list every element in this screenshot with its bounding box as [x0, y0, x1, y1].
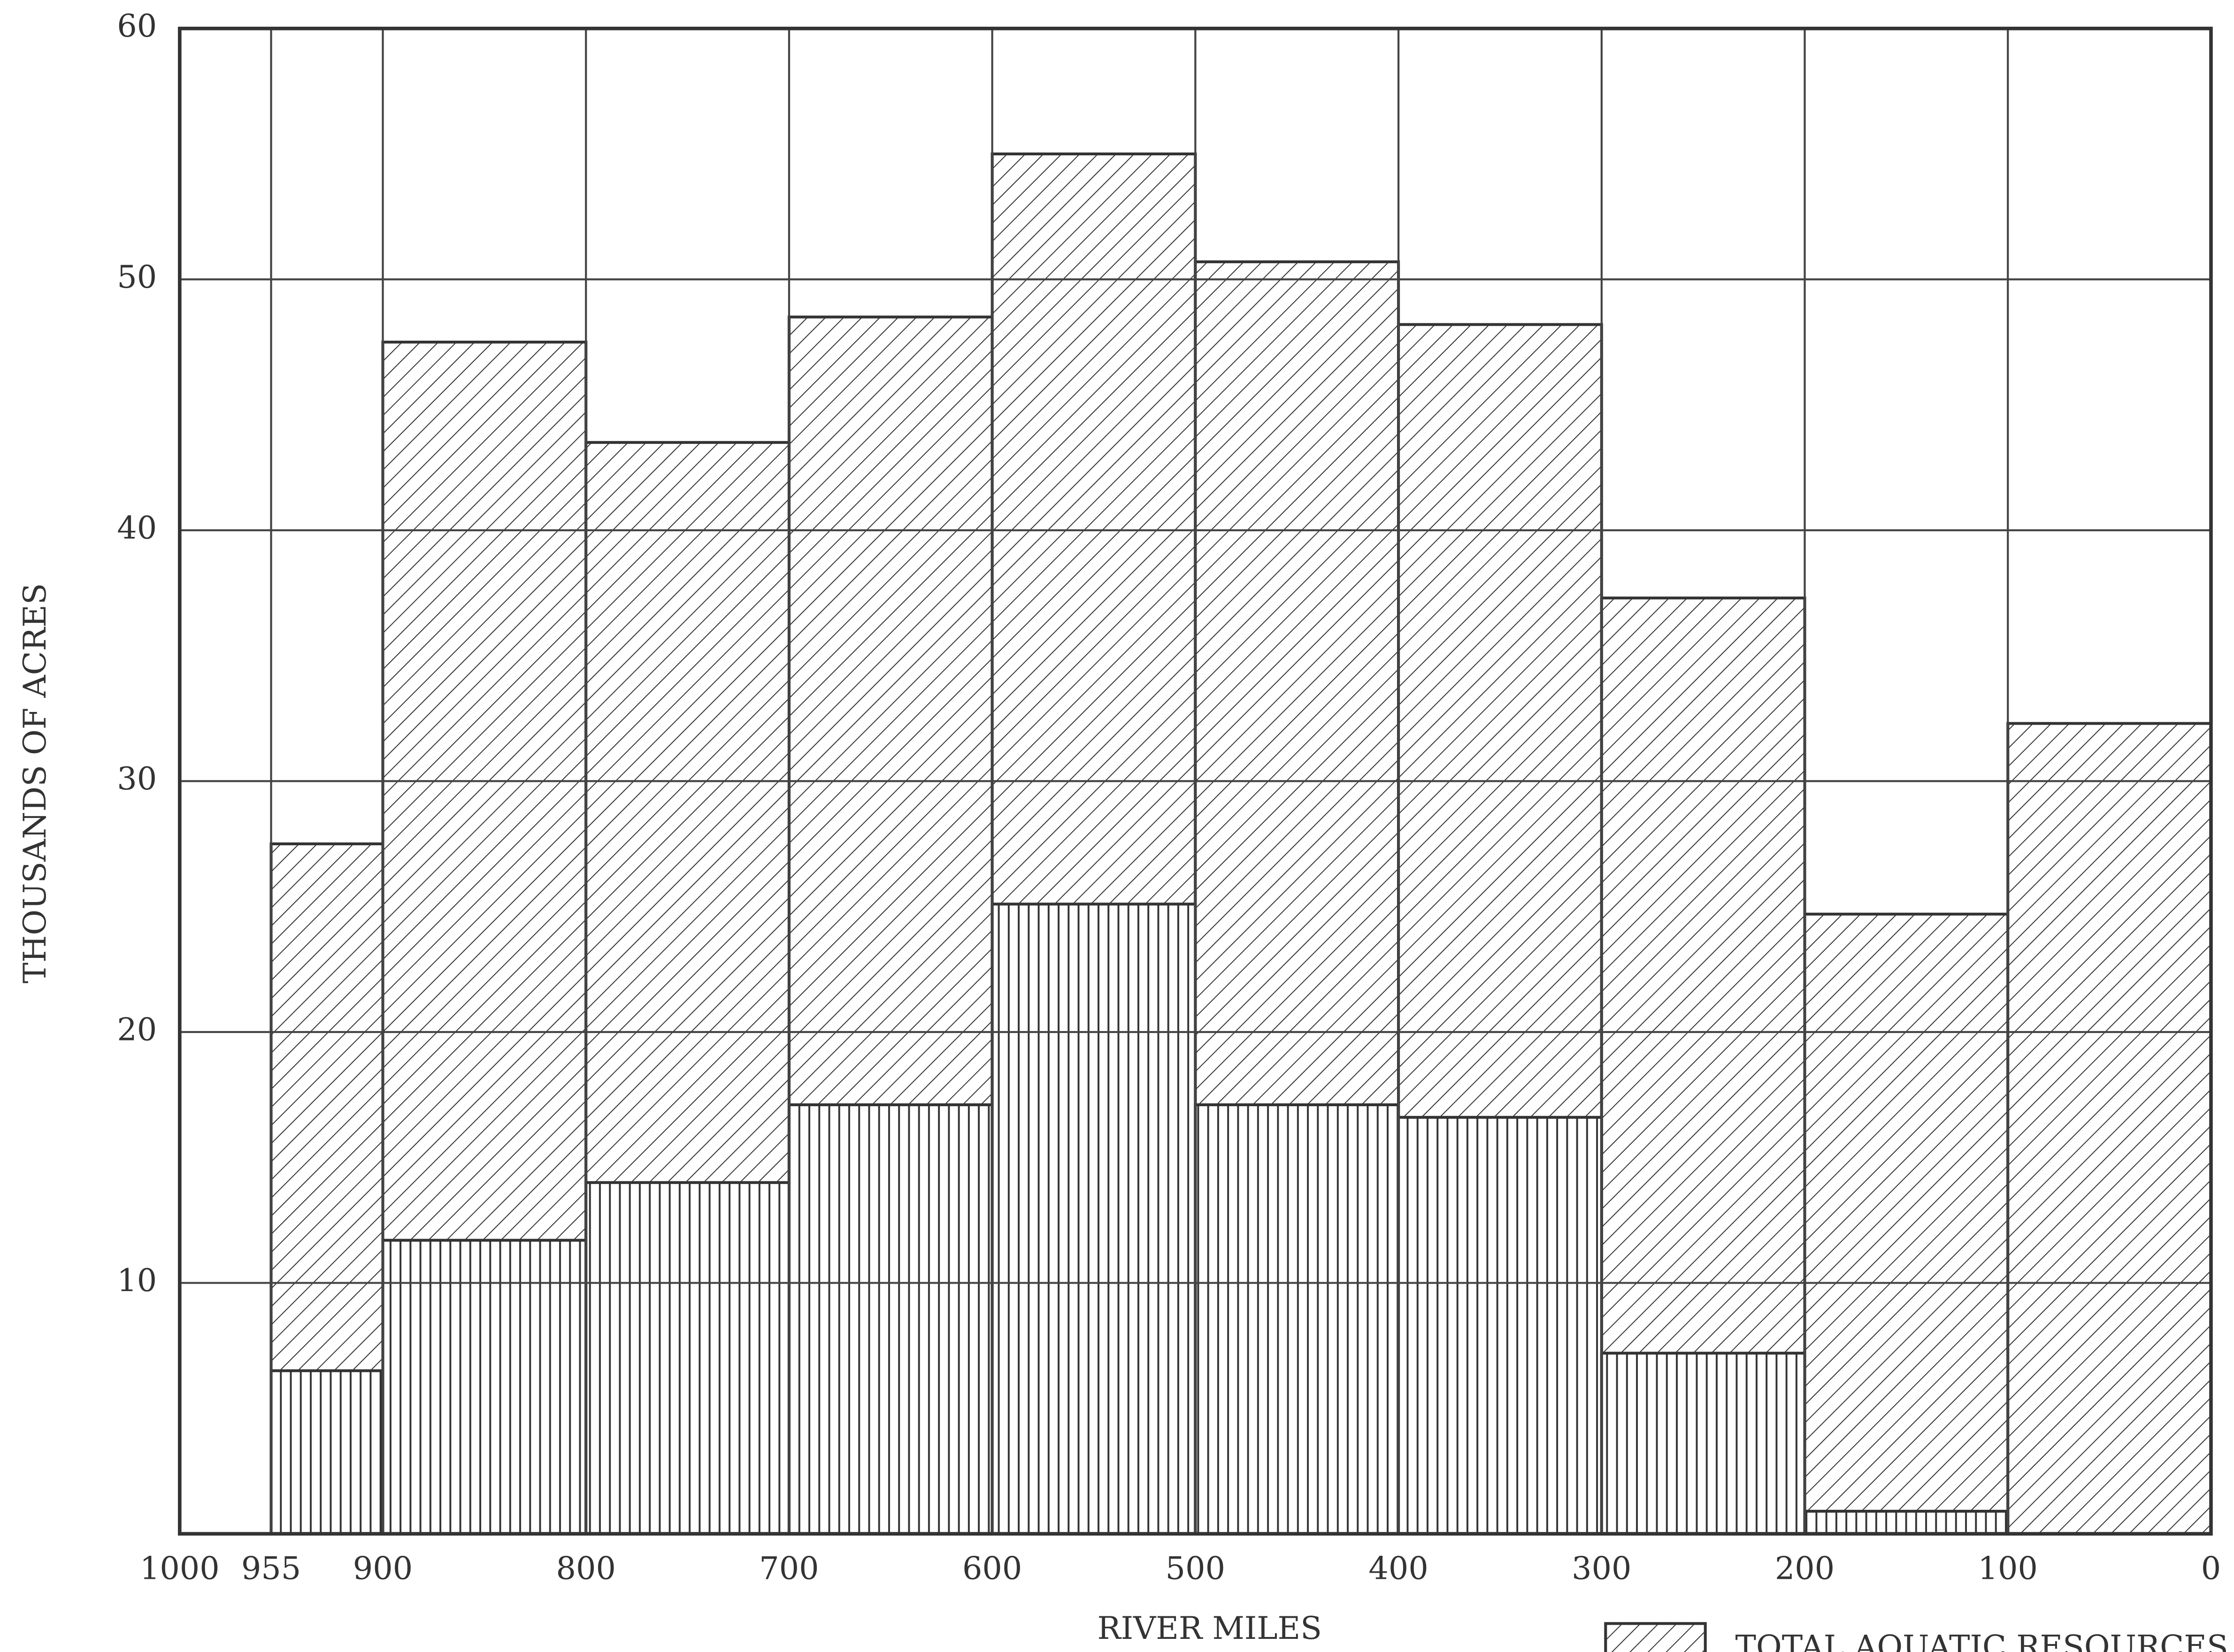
- x-tick-label: 300: [1572, 1550, 1631, 1587]
- y-tick-label: 10: [117, 1262, 157, 1299]
- bar: [787, 1103, 994, 1536]
- bar: [381, 1239, 588, 1536]
- y-tick-label: 50: [117, 259, 157, 295]
- x-tick-label: 955: [241, 1550, 301, 1587]
- bar: [1397, 1116, 1603, 1536]
- x-tick-label: 200: [1775, 1550, 1835, 1587]
- bar: [1803, 912, 2010, 1536]
- x-tick-label: 900: [353, 1550, 413, 1587]
- x-tick-label: 700: [759, 1550, 819, 1587]
- y-tick-label: 40: [117, 509, 157, 546]
- legend-label: TOTAL AQUATIC RESOURCES: [1735, 1628, 2228, 1652]
- y-tick-label: 60: [117, 8, 157, 44]
- x-tick-label: 0: [2201, 1550, 2221, 1587]
- x-tick-label: 400: [1368, 1550, 1428, 1587]
- x-tick-label: 100: [1978, 1550, 2038, 1587]
- legend-swatch: [1604, 1622, 1707, 1652]
- bar: [990, 902, 1197, 1536]
- bar: [1803, 1509, 2010, 1536]
- bar: [1194, 1103, 1400, 1536]
- bar: [269, 1369, 384, 1536]
- bar: [584, 1181, 791, 1536]
- y-axis-label: THOUSANDS OF ACRES: [16, 583, 53, 984]
- y-tick-label: 20: [117, 1011, 157, 1048]
- x-tick-label: 1000: [140, 1550, 220, 1587]
- x-tick-label: 800: [556, 1550, 616, 1587]
- y-tick-label: 30: [117, 760, 157, 797]
- x-tick-label: 500: [1166, 1550, 1225, 1587]
- x-tick-label: 600: [962, 1550, 1022, 1587]
- x-axis-label: RIVER MILES: [1097, 1610, 1322, 1646]
- bar: [1600, 1352, 1806, 1536]
- plot-frame: [178, 26, 2213, 1536]
- bar: [2006, 722, 2213, 1536]
